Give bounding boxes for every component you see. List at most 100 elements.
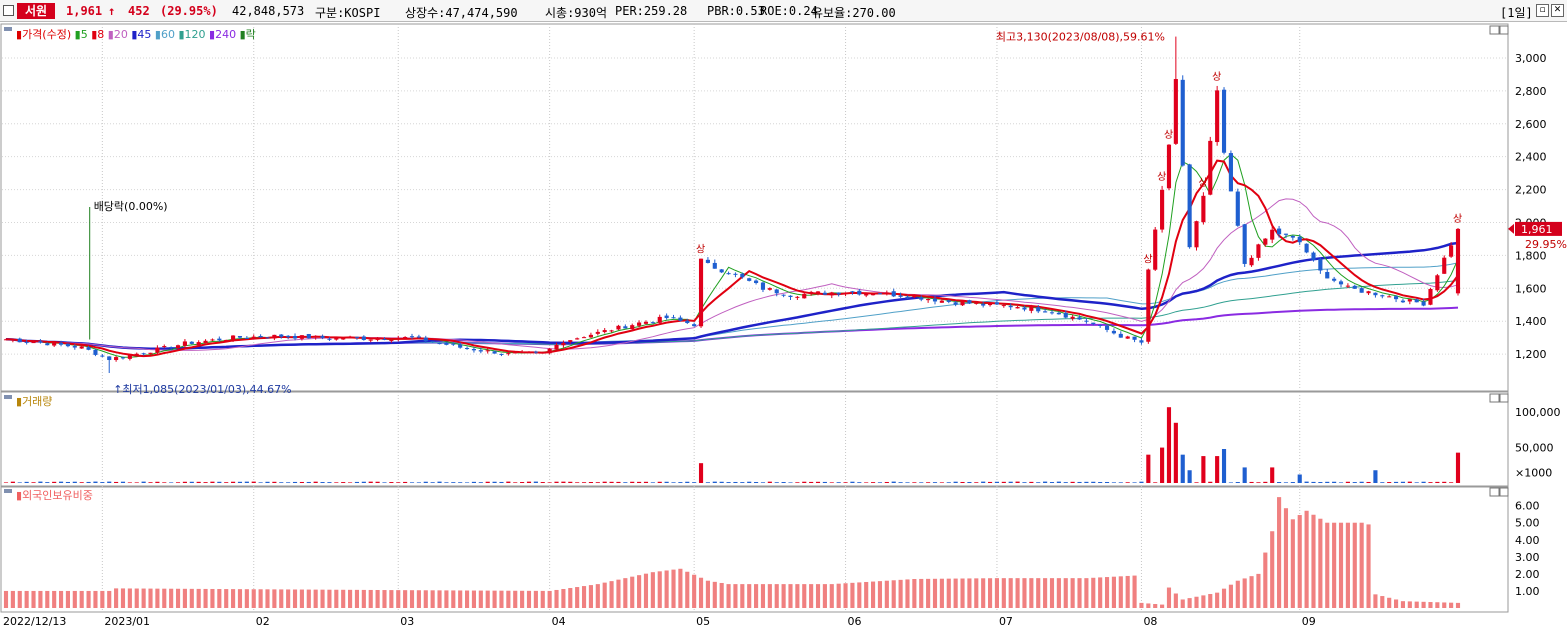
candle-body bbox=[1435, 275, 1440, 291]
listed-shares: 상장수:47,474,590 bbox=[405, 6, 518, 20]
candle-body bbox=[389, 339, 394, 341]
candle-body bbox=[581, 337, 587, 339]
foreign-bar bbox=[726, 584, 731, 608]
candle-body bbox=[430, 341, 435, 343]
volume-bar bbox=[781, 482, 786, 483]
foreign-bar bbox=[568, 588, 573, 608]
volume-bar bbox=[1290, 482, 1295, 483]
foreign-bar bbox=[1442, 602, 1447, 608]
foreign-bar bbox=[1036, 578, 1041, 608]
limit-up-mark-4: 상 bbox=[1198, 177, 1207, 189]
candle-body bbox=[692, 324, 697, 327]
volume-bar bbox=[994, 481, 1000, 483]
candle-body bbox=[1166, 144, 1172, 189]
market-cap: 시총:930억 bbox=[545, 6, 608, 20]
foreign-bar bbox=[31, 590, 36, 608]
select-checkbox[interactable] bbox=[3, 5, 14, 16]
legend-ma240: 240 bbox=[215, 28, 237, 41]
volume-bar bbox=[857, 482, 862, 483]
foreign-bar bbox=[231, 589, 236, 608]
volume-bar bbox=[1449, 482, 1454, 483]
candle-body bbox=[671, 317, 676, 319]
volume-bar bbox=[926, 482, 931, 483]
candle-body bbox=[313, 335, 318, 338]
candle-body bbox=[1015, 307, 1020, 309]
foreign-bar bbox=[155, 588, 160, 608]
volume-bar bbox=[912, 482, 917, 483]
foreign-bar bbox=[1070, 578, 1075, 608]
volume-bar bbox=[265, 481, 270, 483]
foreign-bar bbox=[877, 581, 883, 608]
foreign-bar bbox=[458, 590, 463, 608]
volume-bar bbox=[1194, 482, 1199, 483]
panel-handle-icon-2 bbox=[4, 489, 12, 493]
foreign-bar bbox=[169, 588, 174, 608]
candle-body bbox=[65, 343, 70, 347]
candle-body bbox=[38, 341, 43, 343]
foreign-bar bbox=[1304, 510, 1309, 608]
stock-name[interactable]: 서원 bbox=[17, 3, 55, 19]
candle-body bbox=[575, 338, 580, 340]
legend-ma60: 60 bbox=[160, 28, 175, 41]
candle-body bbox=[1352, 285, 1357, 289]
foreign-bar bbox=[107, 590, 112, 608]
volume-bar bbox=[712, 481, 717, 483]
candle-body bbox=[981, 303, 986, 306]
volume-bar bbox=[1380, 482, 1385, 483]
volume-bar bbox=[313, 481, 318, 483]
volume-bar bbox=[38, 481, 43, 483]
volume-bar bbox=[1442, 481, 1447, 483]
volume-bar bbox=[919, 482, 924, 483]
foreign-bar bbox=[471, 590, 477, 608]
candle-body bbox=[1442, 257, 1447, 274]
volume-bar bbox=[361, 481, 366, 483]
volume-bar bbox=[871, 482, 876, 483]
foreign-bar bbox=[760, 584, 766, 608]
foreign-bar bbox=[1235, 580, 1240, 608]
candle-body bbox=[533, 351, 538, 353]
candle-body bbox=[836, 292, 841, 295]
volume-bar bbox=[458, 482, 463, 483]
foreign-bar bbox=[114, 588, 119, 608]
foreign-tick-label-1: 5.00 bbox=[1515, 517, 1540, 530]
foreign-bar bbox=[1338, 522, 1344, 608]
foreign-bar bbox=[361, 589, 366, 608]
volume-bar bbox=[981, 481, 986, 483]
candle-body bbox=[774, 289, 779, 294]
price-tick-label-3: 2,400 bbox=[1515, 151, 1547, 164]
foreign-bar bbox=[1449, 602, 1454, 608]
volume-bar bbox=[210, 481, 215, 483]
foreign-bar bbox=[1428, 602, 1433, 608]
foreign-bar bbox=[657, 571, 662, 608]
candle-body bbox=[403, 336, 408, 338]
period-selector[interactable]: [1일] bbox=[1500, 6, 1533, 20]
limit-up-mark-1: 상 bbox=[1143, 254, 1152, 266]
volume-bar bbox=[788, 482, 793, 483]
candle-body bbox=[1173, 79, 1178, 144]
candle-body bbox=[987, 302, 993, 306]
volume-bar bbox=[1400, 481, 1406, 483]
foreign-bar bbox=[1228, 584, 1233, 608]
volume-tick-label-2: ×1000 bbox=[1515, 466, 1552, 479]
foreign-bar bbox=[1091, 577, 1096, 608]
close-icon[interactable]: ✕ bbox=[1551, 4, 1564, 17]
maximize-icon[interactable]: ▫ bbox=[1536, 4, 1549, 17]
volume-bar bbox=[1387, 482, 1392, 483]
foreign-bar bbox=[86, 590, 91, 608]
candle-body bbox=[1283, 233, 1289, 235]
volume-legend: ▮거래량 bbox=[16, 395, 53, 408]
volume-bar bbox=[602, 481, 607, 483]
candle-body bbox=[926, 298, 931, 301]
volume-bar bbox=[416, 482, 421, 483]
foreign-bar bbox=[485, 590, 490, 608]
foreign-bar bbox=[829, 584, 834, 608]
volume-bar bbox=[877, 482, 883, 483]
candle-body bbox=[1332, 278, 1337, 281]
foreign-tick-label-2: 4.00 bbox=[1515, 534, 1540, 547]
price-legend-title: 가격(수정) bbox=[22, 28, 72, 41]
ma20-line bbox=[5, 198, 1459, 352]
stock-chart[interactable]: 3,0002,8002,6002,4002,2002,0001,8001,600… bbox=[0, 22, 1567, 630]
volume-bar bbox=[1166, 407, 1172, 483]
roe-value: ROE:0.24 bbox=[760, 4, 818, 18]
candle-body bbox=[86, 347, 91, 350]
